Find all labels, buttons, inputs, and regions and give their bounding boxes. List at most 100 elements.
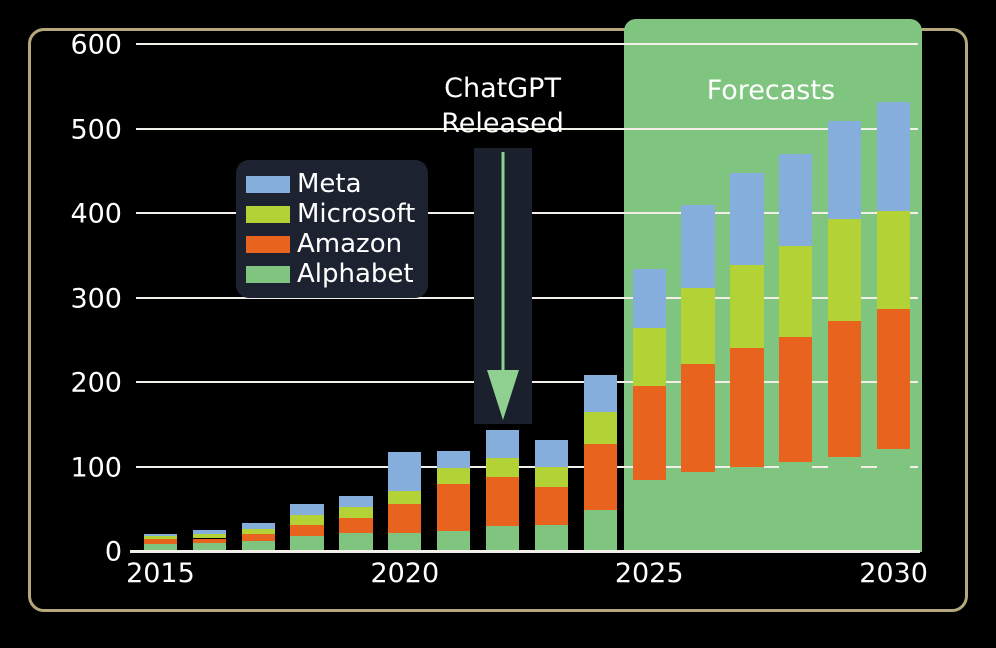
bar-segment-microsoft-2024[interactable] — [583, 411, 617, 444]
legend-swatch-alphabet — [246, 265, 290, 283]
bar-segment-amazon-2016[interactable] — [192, 538, 226, 543]
bar-2021[interactable] — [437, 451, 471, 552]
bar-segment-microsoft-2026[interactable] — [681, 287, 715, 365]
bar-segment-alphabet-2021[interactable] — [437, 530, 471, 552]
bar-segment-meta-2016[interactable] — [192, 530, 226, 535]
bar-segment-meta-2029[interactable] — [828, 121, 862, 220]
x-tick-label-2015: 2015 — [126, 558, 195, 589]
bar-segment-meta-2026[interactable] — [681, 204, 715, 288]
bar-2018[interactable] — [290, 503, 324, 552]
bar-2027[interactable] — [730, 173, 764, 552]
bar-segment-microsoft-2027[interactable] — [730, 264, 764, 348]
bar-segment-microsoft-2025[interactable] — [632, 328, 666, 386]
bar-segment-meta-2025[interactable] — [632, 268, 666, 329]
bar-segment-amazon-2022[interactable] — [485, 476, 520, 526]
x-tick-label-2025: 2025 — [614, 558, 684, 589]
y-tick-label-400: 400 — [70, 198, 122, 230]
bar-segment-microsoft-2015[interactable] — [143, 535, 178, 540]
y-tick-label-200: 200 — [70, 367, 122, 399]
bar-segment-alphabet-2017[interactable] — [241, 541, 275, 552]
bar-2022[interactable] — [485, 429, 520, 552]
bar-segment-amazon-2024[interactable] — [583, 443, 617, 510]
x-tick-label-2020: 2020 — [370, 558, 440, 589]
bar-2028[interactable] — [779, 154, 813, 552]
bar-segment-microsoft-2029[interactable] — [828, 219, 862, 322]
bar-segment-amazon-2015[interactable] — [143, 539, 178, 544]
bar-2020[interactable] — [388, 452, 422, 552]
bar-segment-microsoft-2016[interactable] — [192, 534, 226, 539]
legend-item-meta[interactable]: Meta — [246, 169, 415, 199]
forecast-band-label: Forecasts — [706, 75, 836, 106]
bar-segment-microsoft-2021[interactable] — [437, 467, 471, 485]
bar-segment-microsoft-2030[interactable] — [876, 211, 911, 309]
bar-segment-alphabet-2028[interactable] — [779, 462, 813, 552]
bar-segment-microsoft-2017[interactable] — [241, 529, 275, 535]
bar-segment-amazon-2026[interactable] — [681, 364, 715, 472]
bar-segment-alphabet-2020[interactable] — [388, 533, 422, 552]
bar-segment-meta-2020[interactable] — [388, 452, 422, 492]
bar-segment-meta-2030[interactable] — [876, 101, 911, 212]
bar-2029[interactable] — [828, 121, 862, 552]
bar-segment-amazon-2025[interactable] — [632, 385, 666, 481]
bar-segment-microsoft-2028[interactable] — [779, 246, 813, 338]
bar-segment-meta-2019[interactable] — [339, 496, 373, 508]
bar-segment-microsoft-2018[interactable] — [290, 514, 324, 525]
bar-segment-meta-2015[interactable] — [143, 534, 178, 536]
bar-2017[interactable] — [241, 523, 275, 552]
bar-segment-alphabet-2025[interactable] — [632, 480, 666, 552]
bar-segment-alphabet-2019[interactable] — [339, 532, 373, 552]
bar-segment-meta-2021[interactable] — [437, 451, 471, 468]
x-axis-line — [130, 550, 920, 553]
bar-segment-meta-2022[interactable] — [485, 429, 520, 459]
y-tick-label-300: 300 — [70, 283, 122, 314]
bar-2026[interactable] — [681, 204, 715, 552]
bar-segment-amazon-2023[interactable] — [534, 486, 569, 525]
bar-2025[interactable] — [632, 268, 666, 552]
chatgpt-annotation-text: ChatGPT Released — [441, 73, 564, 139]
bar-segment-amazon-2029[interactable] — [828, 321, 862, 457]
bar-segment-amazon-2018[interactable] — [290, 524, 324, 536]
bar-segment-microsoft-2023[interactable] — [534, 466, 569, 487]
bar-segment-alphabet-2023[interactable] — [534, 524, 569, 552]
bar-segment-meta-2027[interactable] — [730, 173, 764, 265]
forecast-band — [623, 19, 922, 552]
y-tick-label-600: 600 — [70, 29, 122, 61]
legend-item-microsoft[interactable]: Microsoft — [246, 199, 415, 229]
bar-segment-alphabet-2026[interactable] — [681, 471, 715, 552]
legend-item-amazon[interactable]: Amazon — [246, 229, 415, 259]
bar-segment-amazon-2021[interactable] — [437, 484, 471, 531]
bar-segment-alphabet-2018[interactable] — [290, 535, 324, 552]
x-tick-label-2030: 2030 — [859, 558, 928, 589]
bar-2015[interactable] — [143, 534, 178, 552]
legend-swatch-amazon — [246, 235, 290, 253]
bar-segment-alphabet-2024[interactable] — [583, 509, 617, 552]
bar-segment-amazon-2020[interactable] — [388, 503, 422, 534]
bar-segment-microsoft-2019[interactable] — [339, 507, 373, 519]
bar-segment-alphabet-2016[interactable] — [192, 542, 226, 552]
legend-label: Meta — [297, 169, 362, 199]
bar-segment-alphabet-2029[interactable] — [828, 456, 862, 552]
bar-segment-amazon-2019[interactable] — [339, 518, 373, 533]
bar-2030[interactable] — [876, 101, 911, 552]
bar-segment-alphabet-2022[interactable] — [485, 525, 520, 552]
bar-segment-amazon-2030[interactable] — [876, 308, 911, 449]
bar-segment-alphabet-2030[interactable] — [876, 448, 911, 552]
legend-item-alphabet[interactable]: Alphabet — [246, 259, 415, 289]
bar-2016[interactable] — [192, 530, 226, 552]
bar-segment-amazon-2028[interactable] — [779, 337, 813, 463]
bar-segment-meta-2023[interactable] — [534, 439, 569, 467]
bar-segment-alphabet-2027[interactable] — [730, 466, 764, 552]
bar-segment-meta-2018[interactable] — [290, 503, 324, 515]
bar-2023[interactable] — [534, 439, 569, 552]
y-tick-label-500: 500 — [70, 114, 122, 145]
bar-segment-alphabet-2015[interactable] — [143, 543, 178, 552]
bar-segment-meta-2017[interactable] — [241, 523, 275, 530]
bar-2019[interactable] — [339, 496, 373, 552]
bar-segment-microsoft-2020[interactable] — [388, 491, 422, 504]
bar-segment-amazon-2027[interactable] — [730, 347, 764, 467]
bar-segment-meta-2024[interactable] — [583, 374, 617, 412]
bar-segment-microsoft-2022[interactable] — [485, 458, 520, 477]
bar-2024[interactable] — [583, 374, 617, 552]
bar-segment-meta-2028[interactable] — [779, 154, 813, 247]
bar-segment-amazon-2017[interactable] — [241, 534, 275, 542]
